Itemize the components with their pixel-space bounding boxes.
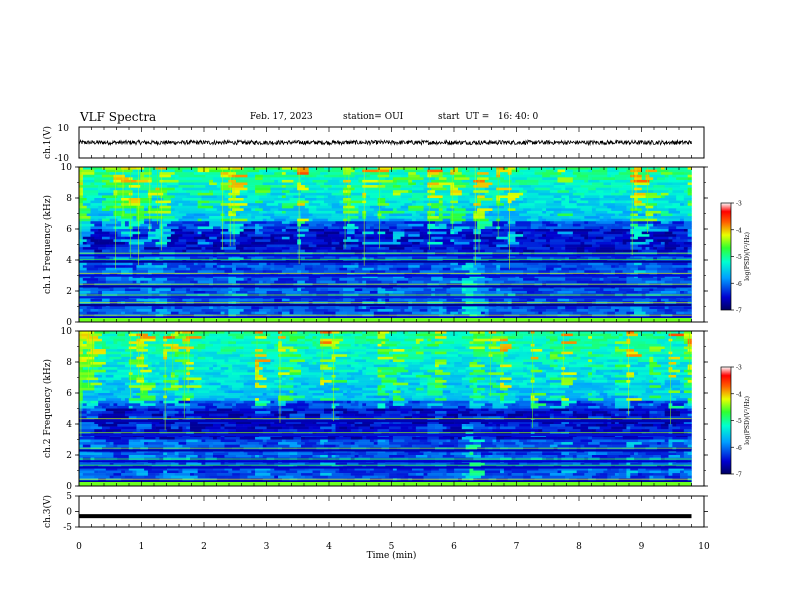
- ch1-wave-ylabel: ch.1(V): [42, 126, 53, 159]
- ch1-spec-colorbar-label: log(PSD)(V²/Hz): [744, 232, 751, 281]
- ch1-spec-ytick-label: 2: [66, 287, 72, 297]
- ch2-spec-colorbar-tick-label: -5: [736, 418, 742, 425]
- x-tick-label: 6: [451, 542, 457, 552]
- ch2-spec-line-dark: [79, 460, 692, 463]
- ch1-spec-lowband: [79, 318, 692, 322]
- ch3-wave-ytick-label: 0: [66, 508, 72, 518]
- ch2-spec-ytick-label: 10: [61, 327, 73, 337]
- ch2-spec-line-dark: [79, 419, 692, 423]
- ch2-spec-colorbar: [720, 366, 732, 475]
- ch2-spec-line-dark: [79, 433, 692, 437]
- x-tick-label: 0: [76, 542, 82, 552]
- ch2-spec-line-dark: [79, 480, 692, 483]
- ch1-spec-colorbar-tick-label: -4: [736, 227, 742, 234]
- ch2-spec-ytick-label: 0: [66, 482, 72, 492]
- ch2-spec-ytick-label: 4: [66, 420, 72, 430]
- chart-title: VLF Spectra: [80, 110, 157, 124]
- station-label: station= OUI: [343, 112, 404, 122]
- date-label: Feb. 17, 2023: [250, 112, 313, 122]
- ch2-spec-colorbar-tick-label: -4: [736, 391, 742, 398]
- ch3-wave-ytick-label: 5: [66, 492, 72, 502]
- ch1-spec-image: [79, 167, 692, 323]
- ch3-wave-trace: [79, 514, 692, 519]
- ch1-spec-colorbar-tick-label: -5: [736, 254, 742, 261]
- ch1-wave-trace: [78, 138, 692, 147]
- ch2-spec-ytick-label: 8: [66, 358, 72, 368]
- ch1-spec-colorbar-tick-label: -7: [736, 308, 742, 315]
- ch1-spec-line-dark: [79, 296, 692, 299]
- ch1-spec-ytick-label: 8: [66, 194, 72, 204]
- x-tick-label: 2: [201, 542, 207, 552]
- ch1-wave-ytick-label: 10: [58, 124, 70, 134]
- ch2-spec-ylabel: ch.2 Frequency (kHz): [42, 359, 53, 458]
- ch2-spec-colorbar-tick-label: -7: [736, 472, 742, 479]
- x-tick-label: 7: [514, 542, 520, 552]
- x-tick-label: 8: [576, 542, 582, 552]
- ch1-spec-colorbar-tick-label: -6: [736, 281, 742, 288]
- start-time-label: start UT = 16: 40: 0: [438, 112, 539, 122]
- ch1-spec-line-dark: [79, 274, 692, 277]
- ch2-spec-colorbar-tick-label: -6: [736, 445, 742, 452]
- ch2-spec-line-dark: [79, 449, 692, 452]
- ch2-spec-colorbar-tick-label: -3: [736, 365, 742, 372]
- x-tick-label: 9: [639, 542, 645, 552]
- ch2-spec-ytick-label: 2: [66, 451, 72, 461]
- ch1-spec-ylabel: ch.1 Frequency (kHz): [42, 195, 53, 294]
- ch1-spec-line-dark: [79, 254, 692, 257]
- ch2-spec-ytick-label: 6: [66, 389, 72, 399]
- ch1-spec-line-dark: [79, 316, 692, 319]
- x-tick-label: 10: [698, 542, 710, 552]
- ch1-spec-ytick-label: 0: [66, 318, 72, 328]
- ch1-spec-colorbar-tick-label: -3: [736, 201, 742, 208]
- x-tick-label: 4: [326, 542, 332, 552]
- ch3-wave-ytick-label: -5: [63, 523, 72, 533]
- x-axis-label: Time (min): [367, 550, 417, 561]
- ch1-spec-colorbar: [720, 202, 732, 311]
- ch1-spec-ytick-label: 4: [66, 256, 72, 266]
- x-tick-label: 5: [389, 542, 395, 552]
- ch2-spec-colorbar-label: log(PSD)(V²/Hz): [744, 396, 751, 445]
- ch1-spec-line-dark: [79, 260, 692, 263]
- ch1-spec-ytick-label: 10: [61, 163, 73, 173]
- ch1-spec-ytick-label: 6: [66, 225, 72, 235]
- ch2-spec-lowband: [79, 482, 692, 486]
- ch1-spec-line-dark: [79, 303, 692, 307]
- ch2-spec-image: [79, 331, 692, 487]
- ch1-wave-ytick-label: -10: [55, 154, 70, 164]
- ch3-wave-ylabel: ch.3(V): [42, 495, 53, 528]
- ch1-spec-line-dark: [79, 285, 692, 288]
- ch2-spec-line-dark: [79, 466, 692, 469]
- x-tick-label: 3: [264, 542, 270, 552]
- x-tick-label: 1: [139, 542, 145, 552]
